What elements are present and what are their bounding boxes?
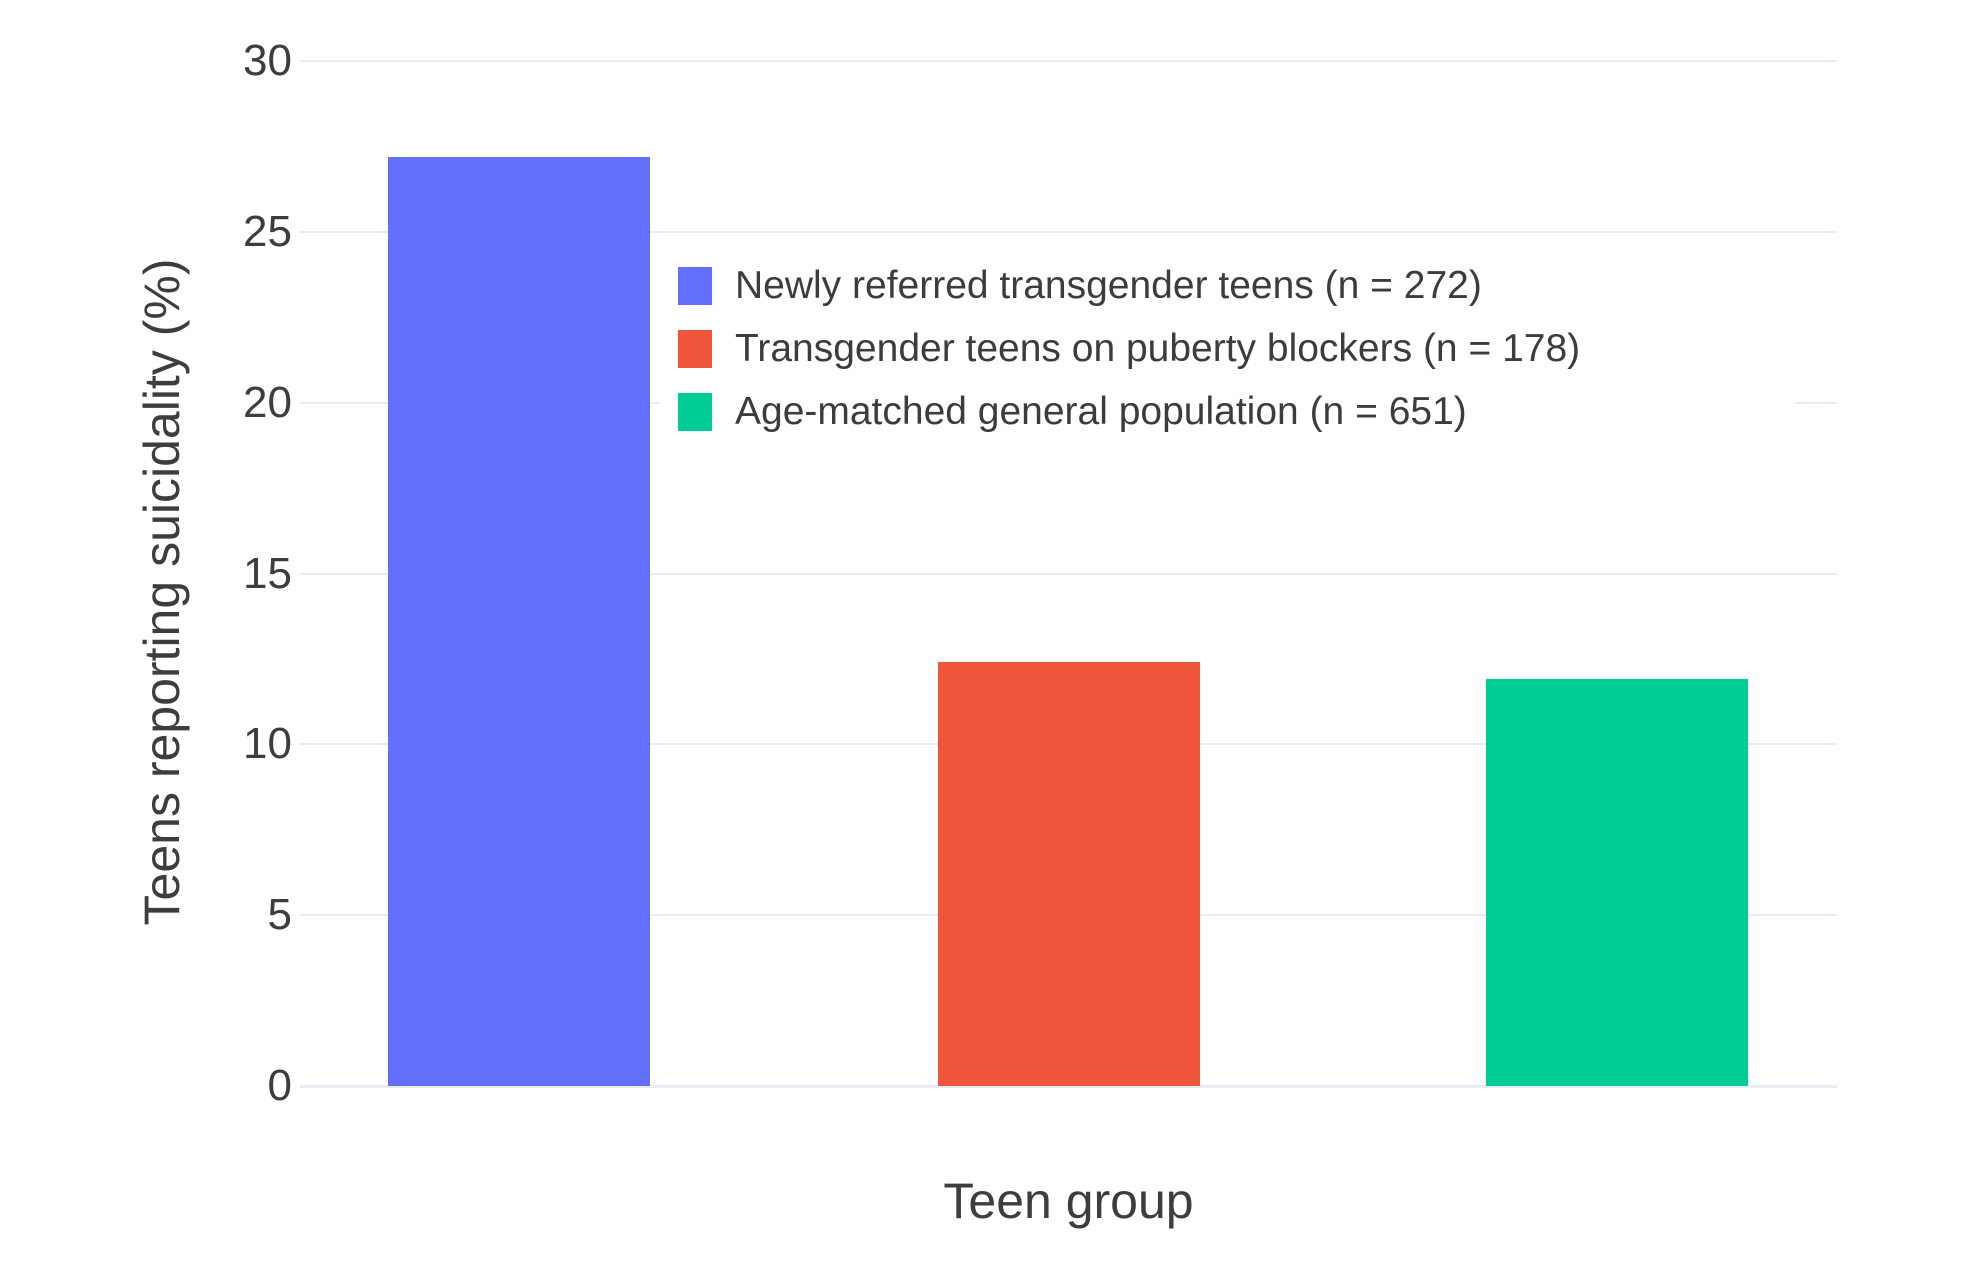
legend-label: Newly referred transgender teens (n = 27… xyxy=(735,263,1482,307)
y-tick-label-25: 25 xyxy=(243,206,292,256)
legend-swatch-icon xyxy=(678,329,712,368)
y-tick-label-15: 15 xyxy=(243,548,292,598)
legend-item-0[interactable]: Newly referred transgender teens (n = 27… xyxy=(660,254,1795,317)
y-tick-label-0: 0 xyxy=(267,1061,292,1110)
y-tick-label-20: 20 xyxy=(243,377,292,427)
gridline-y-0 xyxy=(300,1084,1837,1088)
legend-label: Age-matched general population (n = 651) xyxy=(735,389,1467,433)
bar-2[interactable] xyxy=(1486,679,1749,1086)
legend-label: Transgender teens on puberty blockers (n… xyxy=(735,326,1581,370)
y-tick-label-5: 5 xyxy=(267,890,292,940)
legend: Newly referred transgender teens (n = 27… xyxy=(660,250,1795,447)
gridline-y-15 xyxy=(300,572,1837,575)
gridline-y-25 xyxy=(300,230,1837,233)
plot-area xyxy=(300,60,1837,1088)
gridline-y-30 xyxy=(300,60,1837,62)
bar-1[interactable] xyxy=(937,662,1200,1086)
legend-swatch-icon xyxy=(678,266,712,305)
x-axis-title: Teen group xyxy=(943,1173,1194,1229)
y-tick-label-10: 10 xyxy=(243,719,292,769)
bar-0[interactable] xyxy=(388,156,651,1086)
legend-item-1[interactable]: Transgender teens on puberty blockers (n… xyxy=(660,317,1795,380)
legend-swatch-icon xyxy=(678,392,712,431)
y-axis-title: Teens reporting suicidality (%) xyxy=(134,258,190,926)
y-tick-label-30: 30 xyxy=(243,36,292,85)
legend-item-2[interactable]: Age-matched general population (n = 651) xyxy=(660,380,1795,443)
